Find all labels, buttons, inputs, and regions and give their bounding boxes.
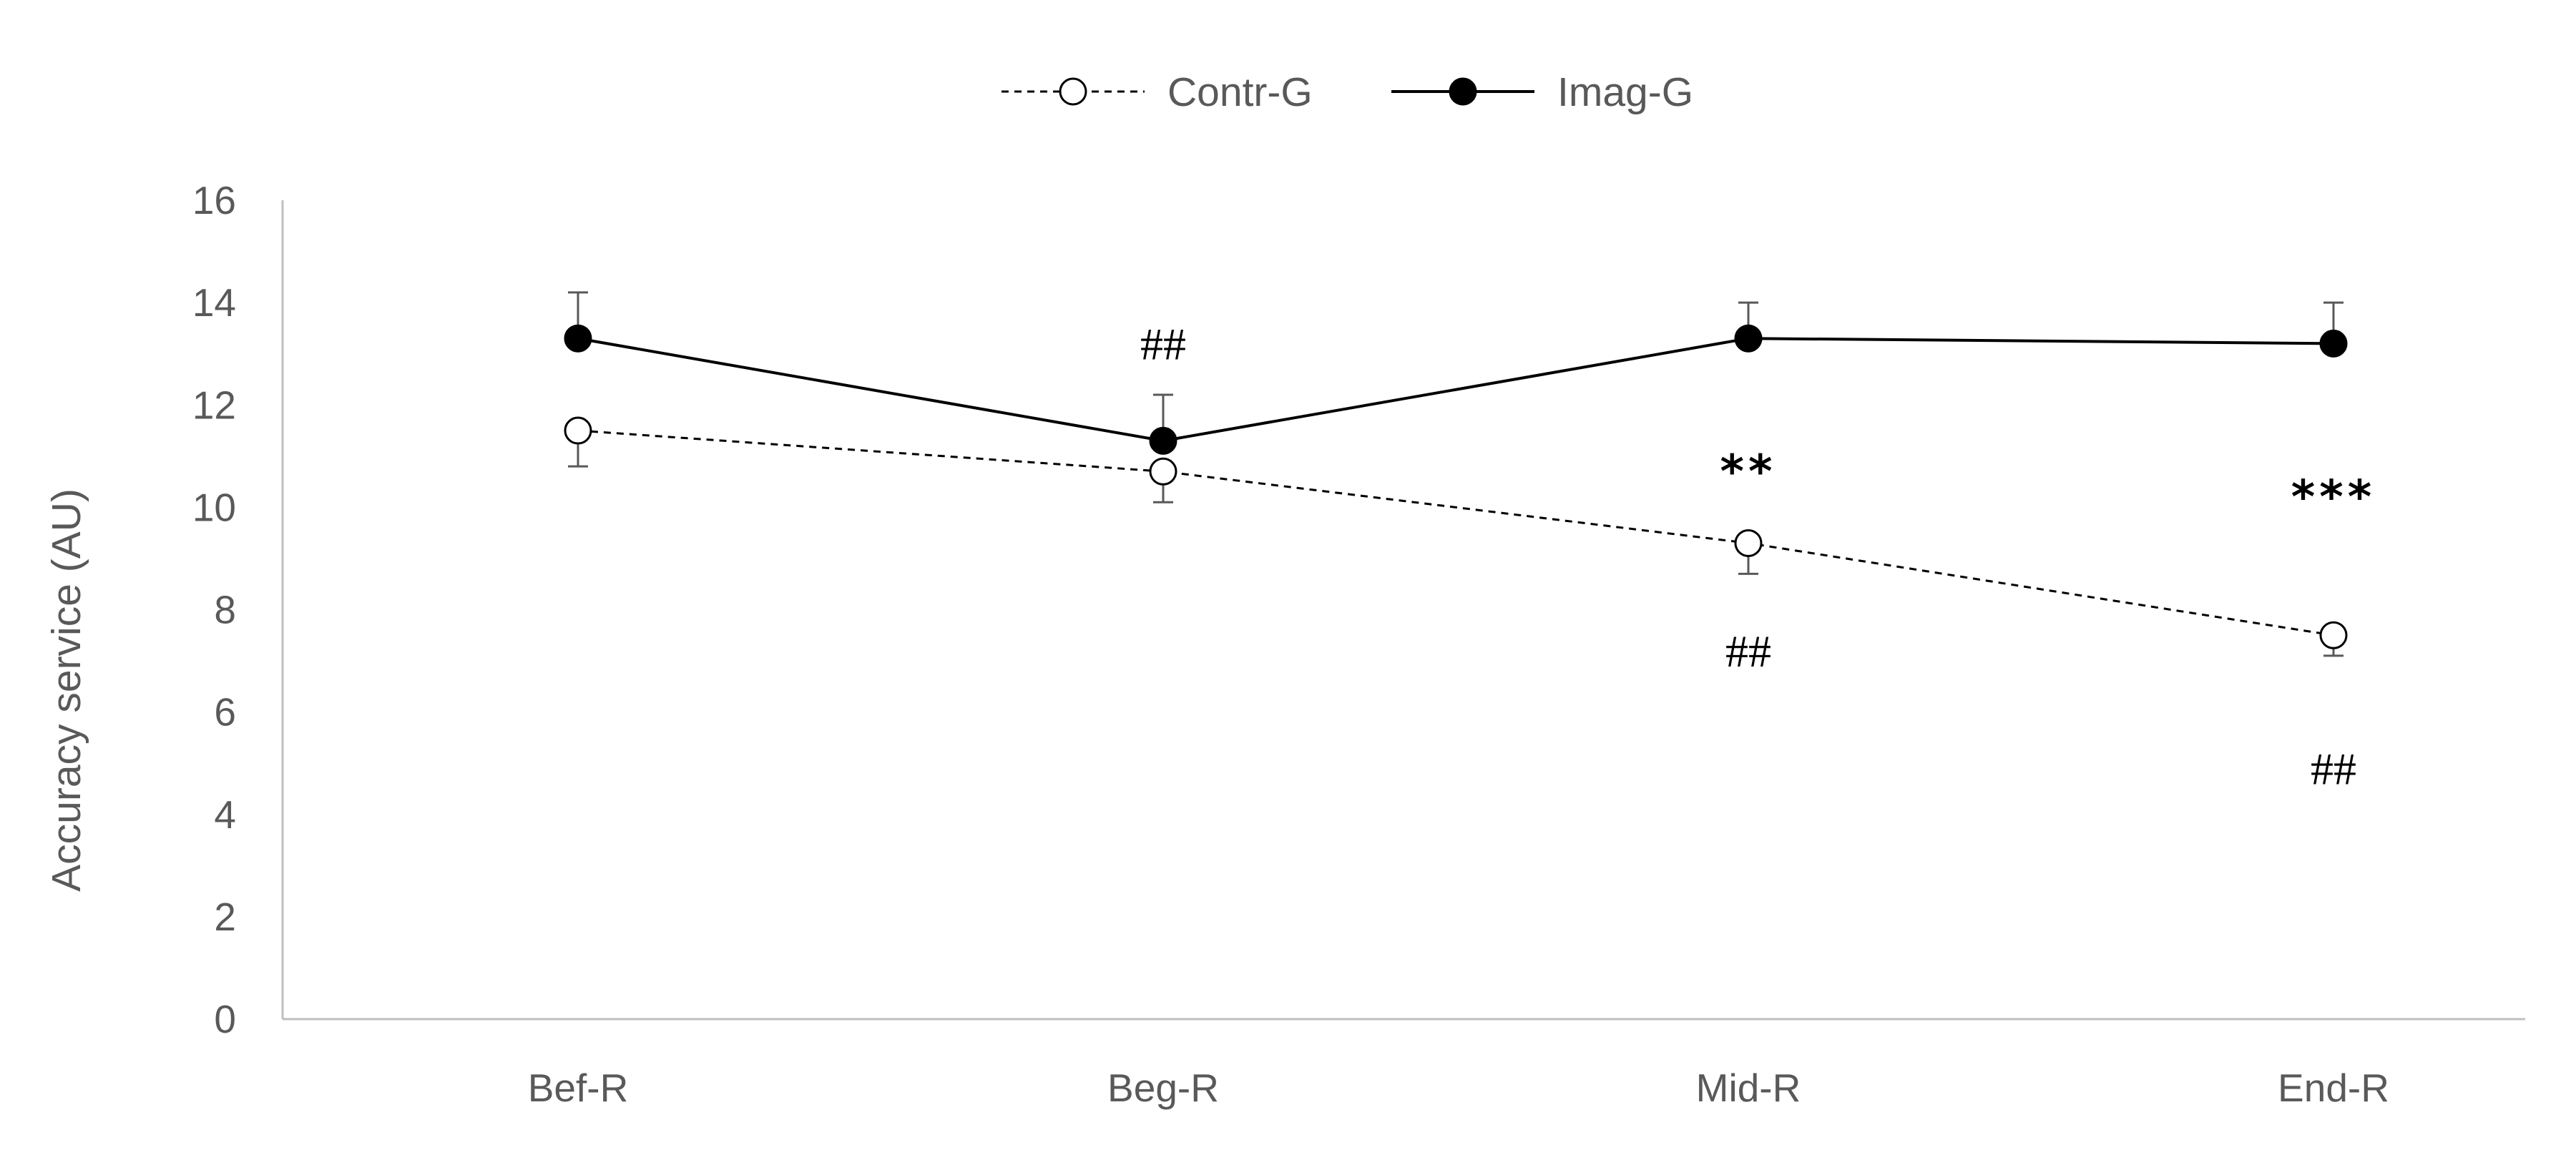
x-tick-label: End-R (2278, 1066, 2389, 1110)
series-line-contr-g (577, 429, 2334, 636)
data-point (1734, 324, 1763, 353)
y-tick-label: 2 (214, 895, 236, 939)
significance-annotation: ## (1140, 318, 1186, 369)
legend: Contr-G Imag-G (1001, 69, 1693, 115)
series-0 (564, 416, 2348, 657)
data-point (1734, 529, 1763, 557)
legend-label: Contr-G (1167, 69, 1313, 115)
legend-marker-icon (1059, 77, 1087, 106)
legend-marker-icon (1449, 77, 1477, 106)
y-tick-label: 12 (192, 383, 236, 427)
series-line-imag-g (577, 337, 2334, 443)
y-tick-label: 6 (214, 690, 236, 734)
x-tick-label: Beg-R (1107, 1066, 1219, 1110)
y-axis: 0 2 4 6 8 10 12 14 16 (192, 178, 284, 1041)
data-point (564, 324, 592, 353)
data-point (564, 416, 592, 445)
significance-annotation: ## (1725, 626, 1771, 677)
significance-annotation: ## (2311, 743, 2356, 794)
y-tick-label: 16 (192, 178, 236, 222)
series-layer (564, 291, 2348, 657)
data-point (1149, 457, 1177, 486)
y-axis-title: Accuracy service (AU) (44, 488, 89, 892)
significance-annotation: ** (1720, 446, 1777, 498)
data-point (2319, 329, 2348, 358)
x-axis: Bef-R Beg-R Mid-R End-R (283, 1018, 2525, 1110)
legend-item-contr-g: Contr-G (1001, 69, 1313, 115)
legend-label: Imag-G (1557, 69, 1693, 115)
annotation-layer: ## ** ## *** ## (1140, 318, 2376, 794)
y-tick-label: 10 (192, 485, 236, 529)
data-point (1149, 426, 1177, 455)
x-tick-label: Mid-R (1696, 1066, 1801, 1110)
x-tick-label: Bef-R (528, 1066, 629, 1110)
y-tick-label: 8 (214, 588, 236, 632)
data-point (2319, 621, 2348, 649)
y-tick-label: 0 (214, 997, 236, 1041)
series-1 (564, 291, 2348, 455)
legend-item-imag-g: Imag-G (1391, 69, 1693, 115)
y-tick-label: 4 (214, 792, 236, 837)
y-tick-label: 14 (192, 280, 236, 325)
significance-annotation: *** (2291, 471, 2376, 524)
